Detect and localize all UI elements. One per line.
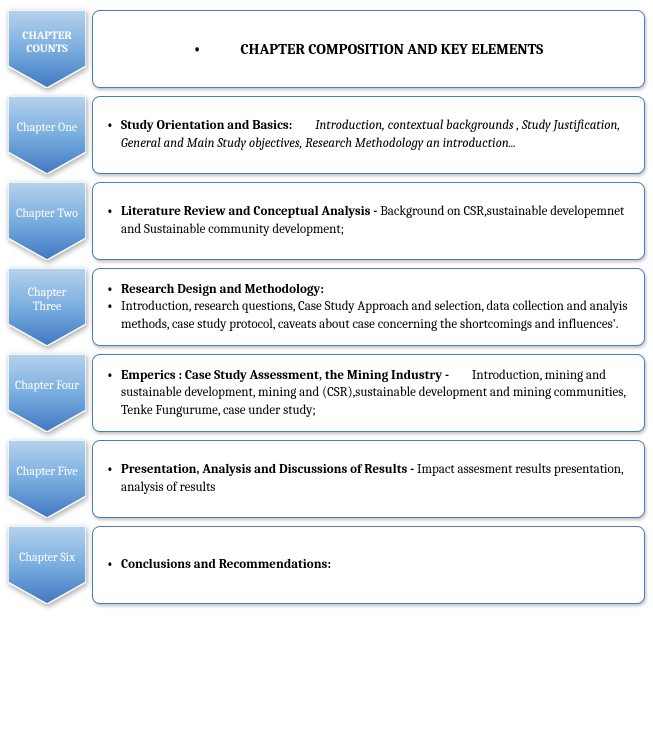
chapter-content-box: • Study Orientation and Basics: Introduc… [92, 96, 645, 174]
line-bold: Study Orientation and Basics: [121, 118, 292, 133]
line-text: Research Design and Methodology: [121, 281, 630, 299]
chapter-row: Chapter Six • Conclusions and Recommenda… [8, 526, 645, 604]
line-text: Literature Review and Conceptual Analysi… [121, 203, 630, 238]
header-content-box: • CHAPTER COMPOSITION AND KEY ELEMENTS [92, 10, 645, 88]
chevron-wrap: Chapter Six [8, 526, 86, 604]
content-inner: • Literature Review and Conceptual Analy… [107, 203, 630, 238]
bullet-line: • Conclusions and Recommendations: [107, 556, 630, 574]
chevron-shape: Chapter Six [8, 526, 86, 604]
bullet-line: • Literature Review and Conceptual Analy… [107, 203, 630, 238]
chapter-content-box: • Literature Review and Conceptual Analy… [92, 182, 645, 260]
line-bold: Presentation, Analysis and Discussions o… [121, 462, 417, 477]
bullet-line: • Presentation, Analysis and Discussions… [107, 461, 630, 496]
line-bold: Research Design and Methodology: [121, 282, 324, 297]
content-inner: • Conclusions and Recommendations: [107, 556, 630, 574]
bullet-icon: • [194, 39, 201, 59]
bullet-line: • Introduction, research questions, Case… [107, 298, 630, 333]
bullet-line: • Study Orientation and Basics: Introduc… [107, 117, 630, 152]
chapter-content-box: • Conclusions and Recommendations: [92, 526, 645, 604]
chevron-shape: Chapter Three [8, 268, 86, 346]
bullet-icon: • [107, 367, 121, 420]
line-text: Study Orientation and Basics: Introducti… [121, 117, 630, 152]
chapter-row: Chapter Five • Presentation, Analysis an… [8, 440, 645, 518]
chevron-wrap: Chapter One [8, 96, 86, 174]
bullet-icon: • [107, 203, 121, 238]
chevron-label: Chapter Two [8, 182, 86, 260]
bullet-line: • Emperics : Case Study Assessment, the … [107, 367, 630, 420]
chapter-row: Chapter One • Study Orientation and Basi… [8, 96, 645, 174]
chevron-wrap: CHAPTER COUNTS [8, 10, 86, 88]
chapter-row: Chapter Four • Emperics : Case Study Ass… [8, 354, 645, 432]
bullet-icon: • [107, 461, 121, 496]
chevron-wrap: Chapter Five [8, 440, 86, 518]
bullet-icon: • [107, 556, 121, 574]
line-bold: Literature Review and Conceptual Analysi… [121, 204, 380, 219]
chapter-content-box: • Presentation, Analysis and Discussions… [92, 440, 645, 518]
chevron-label: Chapter Five [8, 440, 86, 518]
content-inner: • Research Design and Methodology: • Int… [107, 281, 630, 334]
chevron-shape: Chapter One [8, 96, 86, 174]
line-bold: Conclusions and Recommendations: [121, 557, 331, 572]
chevron-label: Chapter Four [8, 354, 86, 432]
bullet-icon: • [107, 281, 121, 299]
header-row: CHAPTER COUNTS • CHAPTER COMPOSITION AND… [8, 10, 645, 88]
content-inner: • CHAPTER COMPOSITION AND KEY ELEMENTS [107, 39, 630, 59]
header-title: CHAPTER COMPOSITION AND KEY ELEMENTS [240, 39, 543, 59]
chapter-row: Chapter Three • Research Design and Meth… [8, 268, 645, 346]
line-bold: Emperics : Case Study Assessment, the Mi… [121, 368, 449, 383]
chevron-wrap: Chapter Two [8, 182, 86, 260]
chevron-shape: Chapter Two [8, 182, 86, 260]
bullet-icon: • [107, 298, 121, 333]
line-text: Presentation, Analysis and Discussions o… [121, 461, 630, 496]
line-text: Conclusions and Recommendations: [121, 556, 630, 574]
chevron-label: Chapter One [8, 96, 86, 174]
content-inner: • Study Orientation and Basics: Introduc… [107, 117, 630, 152]
content-inner: • Emperics : Case Study Assessment, the … [107, 367, 630, 420]
content-inner: • Presentation, Analysis and Discussions… [107, 461, 630, 496]
chevron-shape: Chapter Five [8, 440, 86, 518]
line-plain: Introduction, research questions, Case S… [121, 299, 627, 332]
chevron-label: CHAPTER COUNTS [8, 10, 86, 88]
chevron-label: Chapter Three [8, 268, 86, 346]
chapter-content-box: • Emperics : Case Study Assessment, the … [92, 354, 645, 432]
chapter-row: Chapter Two • Literature Review and Conc… [8, 182, 645, 260]
bullet-icon: • [107, 117, 121, 152]
chevron-shape: Chapter Four [8, 354, 86, 432]
chevron-wrap: Chapter Three [8, 268, 86, 346]
chevron-shape: CHAPTER COUNTS [8, 10, 86, 88]
chevron-label: Chapter Six [8, 526, 86, 604]
bullet-line: • Research Design and Methodology: [107, 281, 630, 299]
line-text: Introduction, research questions, Case S… [121, 298, 630, 333]
diagram-root: CHAPTER COUNTS • CHAPTER COMPOSITION AND… [8, 10, 645, 604]
chapter-content-box: • Research Design and Methodology: • Int… [92, 268, 645, 346]
chevron-wrap: Chapter Four [8, 354, 86, 432]
line-text: Emperics : Case Study Assessment, the Mi… [121, 367, 630, 420]
